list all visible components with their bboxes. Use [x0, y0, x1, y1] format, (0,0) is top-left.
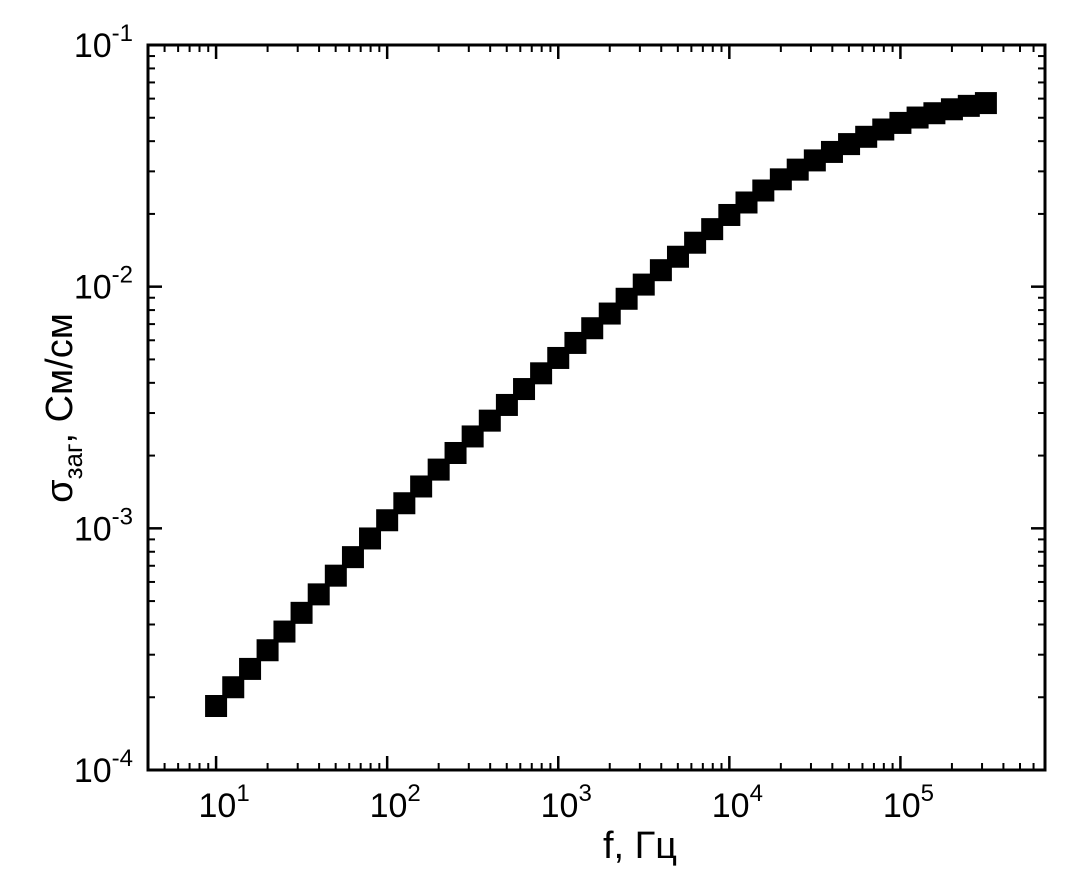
data-point: [718, 203, 741, 226]
data-point: [376, 509, 399, 532]
data-point: [649, 259, 672, 282]
data-point: [735, 191, 758, 214]
data-point: [889, 111, 912, 134]
data-point: [222, 676, 245, 699]
data-point: [205, 695, 228, 718]
data-point: [803, 149, 826, 172]
data-point: [974, 92, 997, 115]
data-point: [239, 657, 262, 680]
data-point: [820, 140, 843, 163]
x-tick-label: 105: [883, 780, 934, 825]
x-tick-label: 103: [541, 780, 592, 825]
data-point: [838, 133, 861, 156]
y-label-symbol: σ: [39, 479, 81, 502]
data-point: [359, 527, 382, 550]
y-tick-label: 10-4: [74, 745, 133, 790]
x-tick-label: 102: [370, 780, 421, 825]
data-point: [855, 125, 878, 148]
y-axis-label: σзаг, См/см: [39, 313, 88, 503]
x-tick-label: 101: [198, 780, 249, 825]
data-point: [307, 583, 330, 606]
plot-frame: [146, 43, 1047, 772]
data-point: [940, 98, 963, 121]
y-tick-label: 10-2: [74, 262, 133, 307]
data-point: [273, 620, 296, 643]
data-point: [290, 601, 313, 624]
data-point: [684, 231, 707, 254]
data-point: [341, 546, 364, 569]
data-point: [923, 102, 946, 125]
data-point: [444, 441, 467, 464]
data-point: [410, 475, 433, 498]
data-point: [256, 639, 279, 662]
y-tick-label: 10-3: [74, 503, 133, 548]
data-point: [564, 331, 587, 354]
data-point: [393, 492, 416, 515]
x-axis-label: f, Гц: [603, 825, 677, 867]
data-point: [530, 362, 553, 385]
data-point: [752, 179, 775, 202]
data-point: [666, 245, 689, 268]
data-point: [495, 393, 518, 416]
data-point: [615, 287, 638, 310]
y-tick-label: 10-1: [74, 20, 133, 65]
data-point: [513, 378, 536, 401]
data-point: [324, 564, 347, 587]
data-point: [598, 302, 621, 325]
data-point: [547, 346, 570, 369]
data-point: [872, 118, 895, 141]
data-point: [906, 106, 929, 129]
x-tick-label: 104: [712, 780, 763, 825]
data-point: [786, 158, 809, 181]
data-point: [461, 425, 484, 448]
y-label-unit: , См/см: [39, 313, 81, 443]
data-point: [957, 94, 980, 117]
data-point: [701, 218, 724, 241]
data-point: [632, 273, 655, 296]
data-point: [581, 317, 604, 340]
data-point: [427, 458, 450, 481]
data-point: [478, 409, 501, 432]
y-label-subscript: заг: [58, 444, 88, 480]
data-point: [769, 168, 792, 191]
